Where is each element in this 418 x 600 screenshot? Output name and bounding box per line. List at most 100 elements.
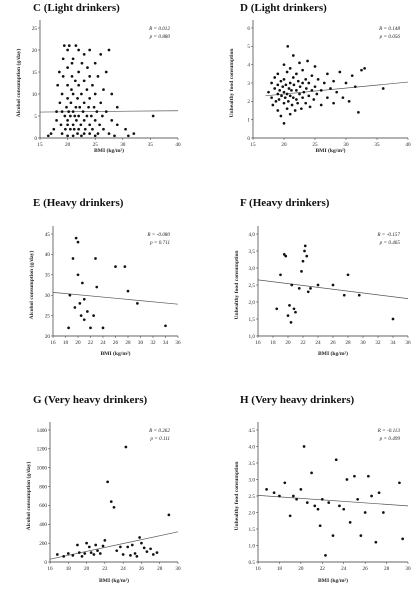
x-tick-label: 16	[47, 566, 53, 572]
data-point	[363, 66, 366, 70]
data-point	[370, 494, 373, 498]
y-tick-label: 0	[34, 136, 37, 142]
x-axis-label: BMI (kg/m²)	[318, 350, 348, 357]
data-point	[55, 119, 58, 122]
data-point	[327, 501, 331, 504]
data-point	[353, 474, 356, 478]
x-tick-label: 40	[175, 142, 181, 148]
data-point	[302, 445, 306, 448]
data-point	[77, 114, 80, 118]
data-point	[71, 134, 75, 138]
data-point	[79, 123, 83, 127]
r-value-label: R = -0.080	[146, 232, 170, 238]
x-tick-label: 20	[75, 340, 81, 346]
data-point	[85, 88, 89, 91]
data-point	[332, 101, 335, 105]
data-point	[267, 90, 270, 94]
data-point	[307, 94, 311, 98]
y-axis-label: Alcohol consumption (g/day)	[28, 251, 35, 320]
data-point	[71, 554, 75, 557]
data-point	[91, 127, 94, 131]
data-point	[374, 540, 378, 544]
data-point	[271, 103, 275, 107]
data-point	[73, 79, 77, 83]
data-point	[316, 283, 320, 287]
data-point	[82, 119, 86, 122]
data-point	[63, 114, 67, 118]
data-point	[344, 81, 348, 85]
x-tick-label: 28	[345, 340, 351, 346]
data-point	[347, 99, 351, 103]
data-point	[66, 123, 69, 127]
data-point	[155, 551, 159, 554]
data-point	[93, 119, 97, 122]
data-point	[276, 72, 280, 76]
data-point	[304, 77, 308, 81]
data-point	[70, 61, 74, 65]
data-point	[67, 326, 70, 330]
data-point	[142, 546, 146, 550]
data-point	[319, 103, 323, 107]
x-tick-label: 20	[281, 142, 287, 148]
y-tick-label: 2,5	[249, 283, 256, 289]
y-tick-label: 2	[247, 99, 250, 105]
x-tick-label: 28	[157, 566, 163, 572]
data-point	[298, 85, 302, 89]
data-point	[377, 491, 381, 495]
p-value-label: p = 0.499	[379, 435, 401, 442]
data-point	[71, 123, 75, 127]
data-point	[306, 59, 309, 63]
data-point	[107, 132, 111, 135]
x-tick-label: 16	[50, 340, 56, 346]
data-point	[273, 76, 277, 79]
data-point	[104, 70, 108, 74]
x-tick-label: 32	[375, 340, 381, 346]
x-tick-label: 15	[250, 142, 256, 148]
y-tick-label: 1	[247, 117, 250, 123]
data-point	[287, 87, 291, 90]
data-point	[335, 90, 339, 94]
data-point	[81, 281, 84, 285]
x-tick-label: 20	[298, 566, 304, 572]
x-tick-label: 34	[390, 340, 396, 346]
data-point	[95, 285, 99, 289]
data-point	[78, 105, 82, 109]
data-point	[88, 97, 92, 100]
r-value-label: R = 0.148	[378, 25, 400, 32]
data-point	[83, 552, 87, 555]
data-point	[57, 70, 61, 74]
data-point	[62, 44, 66, 47]
y-tick-label: 6	[247, 26, 250, 32]
chart-panel-3: E (Heavy drinkers) R = -0.080 p = 0.711 16 1…	[28, 197, 181, 357]
data-point	[303, 249, 306, 253]
data-point	[102, 127, 105, 131]
data-point	[292, 83, 296, 87]
data-point	[353, 85, 357, 89]
data-point	[92, 105, 96, 109]
data-point	[338, 70, 342, 74]
data-point	[126, 545, 130, 549]
data-point	[329, 87, 332, 90]
data-point	[60, 132, 64, 135]
data-point	[286, 99, 290, 103]
y-tick-label: 3,0	[249, 266, 256, 272]
data-point	[101, 114, 104, 118]
data-point	[357, 110, 360, 114]
data-point	[77, 83, 80, 87]
data-point	[113, 134, 116, 138]
data-point	[315, 92, 319, 96]
data-point	[293, 109, 297, 112]
data-point	[115, 123, 119, 127]
data-point	[71, 110, 75, 113]
data-point	[79, 314, 83, 317]
chart-panel-5: G (Very heavy drinkers) R = 0.262 p = 0.11…	[25, 394, 181, 584]
x-tick-label: 26	[113, 340, 119, 346]
data-point	[136, 302, 139, 305]
data-point	[91, 83, 94, 87]
data-point	[309, 287, 312, 290]
x-tick-label: 22	[102, 566, 108, 572]
data-point	[301, 259, 305, 263]
y-tick-label: 1.5	[249, 527, 256, 533]
x-tick-label: 18	[63, 340, 69, 346]
